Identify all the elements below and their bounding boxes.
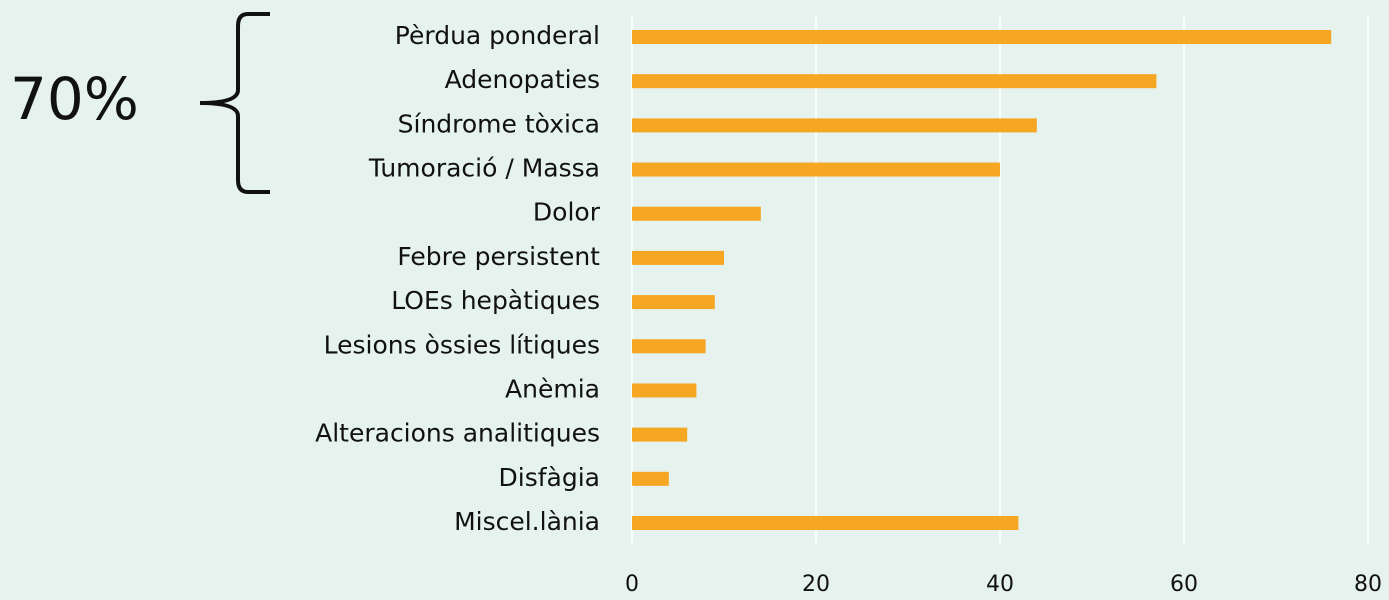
y-tick-label: Tumoració / Massa bbox=[368, 154, 600, 183]
bar bbox=[632, 206, 761, 221]
bar bbox=[632, 471, 669, 486]
grid bbox=[631, 15, 1369, 545]
y-tick-label: Alteracions analitiques bbox=[315, 419, 600, 448]
bar bbox=[632, 295, 715, 310]
bar bbox=[632, 30, 1332, 44]
bar bbox=[632, 383, 697, 398]
bar bbox=[632, 162, 1000, 177]
y-tick-label: Anèmia bbox=[505, 374, 600, 403]
y-tick-label: Miscel.lània bbox=[454, 507, 600, 536]
y-tick-label: Dolor bbox=[533, 198, 601, 227]
brace bbox=[199, 12, 270, 194]
x-tick-label: 80 bbox=[1354, 572, 1382, 597]
y-tick-label: Síndrome tòxica bbox=[398, 109, 600, 138]
bars bbox=[632, 30, 1332, 530]
y-tick-label: Lesions òssies lítiques bbox=[324, 330, 600, 359]
y-tick-label: LOEs hepàtiques bbox=[391, 286, 600, 315]
y-tick-label: Febre persistent bbox=[397, 242, 600, 271]
bar bbox=[632, 427, 688, 442]
x-tick-label: 60 bbox=[1170, 572, 1198, 597]
x-tick-label: 20 bbox=[802, 572, 830, 597]
y-tick-label: Disfàgia bbox=[499, 463, 600, 492]
x-tick-label: 40 bbox=[986, 572, 1014, 597]
bar bbox=[632, 516, 1019, 530]
bar bbox=[632, 339, 706, 354]
bar bbox=[632, 118, 1037, 133]
y-tick-label: Adenopaties bbox=[445, 65, 600, 94]
x-tick-label: 0 bbox=[625, 572, 639, 597]
bar bbox=[632, 74, 1157, 89]
annotation: 70% bbox=[10, 65, 139, 133]
bar bbox=[632, 250, 724, 265]
y-tick-label: Pèrdua ponderal bbox=[395, 21, 600, 50]
